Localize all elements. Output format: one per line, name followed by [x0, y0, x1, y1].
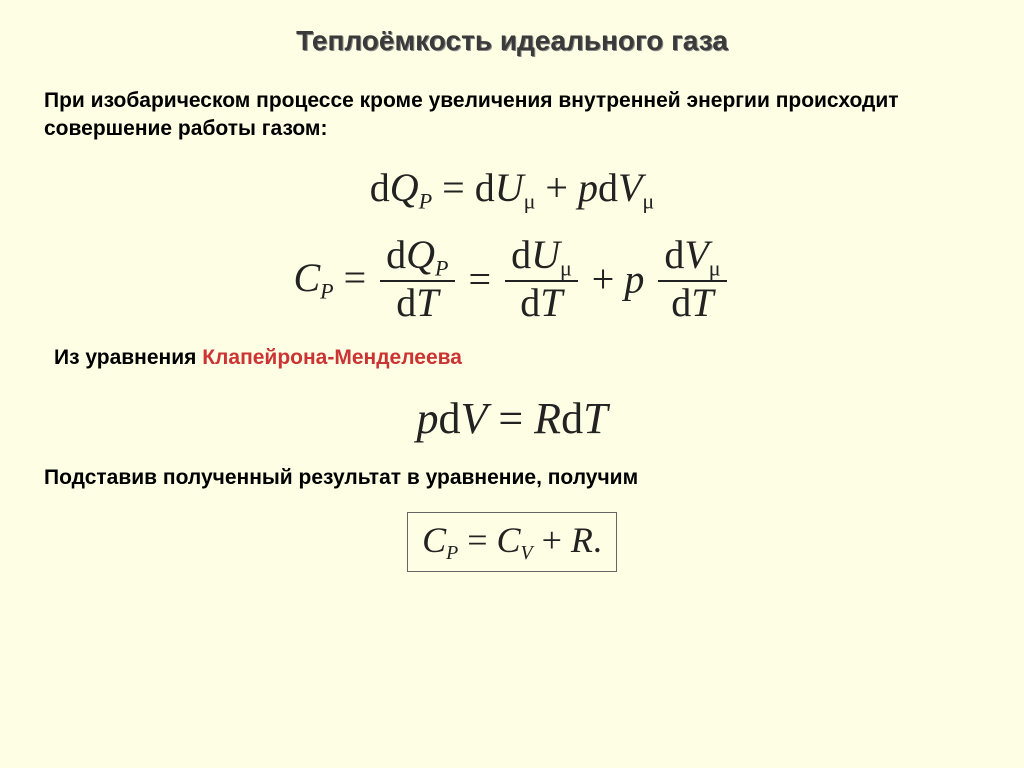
clapeyron-paragraph: Из уравнения Клапейрона-Менделеева [54, 344, 984, 372]
formula-mayer: CP = CV + R. [40, 512, 984, 572]
slide-title: Теплоёмкость идеального газа [40, 25, 984, 57]
formula-mayer-box: CP = CV + R. [407, 512, 617, 572]
formula-dq: dQP = dUμ + pdVμ [40, 164, 984, 215]
slide: Теплоёмкость идеального газа При изобари… [0, 0, 1024, 768]
formula-cp-expanded: CP = dQP dT = dUμ dT + p dVμ dT [40, 234, 984, 324]
clapeyron-prefix: Из уравнения [54, 346, 202, 369]
formula-pdv: pdV = RdT [40, 393, 984, 444]
intro-paragraph: При изобарическом процессе кроме увеличе… [44, 87, 984, 144]
clapeyron-highlight: Клапейрона-Менделеева [202, 346, 462, 369]
result-paragraph: Подставив полученный результат в уравнен… [44, 464, 984, 492]
